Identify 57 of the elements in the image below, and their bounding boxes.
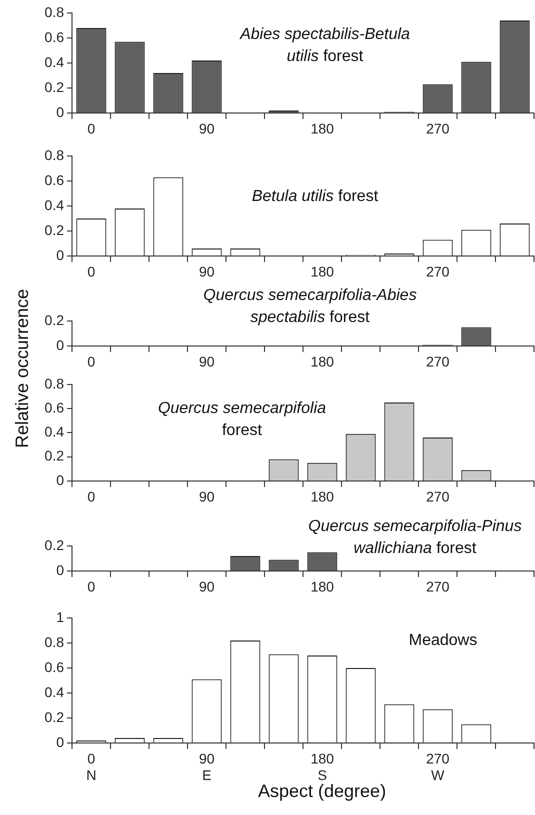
x-tick-label: 270	[426, 488, 450, 504]
y-tick-label: 0.8	[44, 146, 64, 163]
y-tick-label: 1	[56, 608, 64, 625]
x-tick-label: 180 S	[310, 750, 334, 784]
x-tick-label: 90	[198, 263, 215, 280]
x-tick-label: 0	[87, 353, 96, 370]
y-axis-title: Relative occurrence	[12, 288, 33, 448]
x-axis-title: Aspect (degree)	[258, 781, 386, 802]
y-tick-label: 0.2	[44, 536, 64, 553]
y-tick-label: 0.8	[44, 4, 64, 20]
x-tick-label: 0	[87, 263, 96, 280]
x-tick-label: 90	[198, 120, 215, 136]
x-tick-label: 90	[198, 578, 215, 594]
y-tick-label: 0.4	[44, 54, 64, 70]
y-tick-label: 0.8	[44, 634, 64, 650]
y-tick-label: 0.6	[44, 399, 64, 416]
y-tick-label: 0.6	[44, 28, 64, 45]
x-tick-label: 180	[310, 263, 334, 280]
y-tick-label: 0.8	[44, 375, 64, 392]
y-tick-label: 0	[56, 472, 64, 488]
x-tick-label: 180	[310, 353, 334, 370]
x-tick-label: 180	[310, 120, 334, 136]
y-tick-label: 0.2	[44, 222, 64, 238]
chart-title: Quercus semecarpifolia-Pinus wallichiana forest	[307, 517, 523, 559]
y-tick-label: 0	[56, 246, 64, 263]
x-tick-label: 270	[426, 263, 450, 280]
text: Betula utilis forest	[250, 187, 380, 207]
y-tick-label: 0.2	[44, 312, 64, 328]
x-tick-label: 90	[198, 488, 215, 504]
y-tick-label: 0	[56, 336, 64, 353]
y-tick-label: 0.2	[44, 448, 64, 464]
chart-title: Quercus semecarpifolia-Abies spectabilis forest	[202, 286, 418, 328]
y-tick-label: 0	[56, 562, 64, 578]
y-tick-label: 0.6	[44, 658, 64, 675]
x-tick-label: 270 W	[426, 750, 450, 784]
x-tick-label: 0	[87, 488, 96, 504]
x-tick-label: 180	[310, 488, 334, 504]
text: Meadows	[408, 631, 478, 651]
text: Quercus semecarpifolia forest	[156, 399, 328, 441]
y-tick-label: 0.6	[44, 172, 64, 188]
x-tick-label: 0	[87, 120, 96, 136]
x-tick-label: 270	[426, 120, 450, 136]
x-tick-label: 90 E	[198, 750, 215, 784]
y-tick-label: 0.4	[44, 196, 64, 213]
y-tick-label: 0.2	[44, 708, 64, 725]
y-tick-label: 0.2	[44, 78, 64, 95]
text: Abies spectabilis-Betula utilis forest	[238, 25, 411, 67]
y-tick-label: 0.4	[44, 424, 64, 440]
y-tick-label: 0.4	[44, 684, 64, 700]
x-tick-label: 90	[198, 353, 215, 370]
y-tick-label: 0	[56, 104, 64, 120]
x-tick-label: 0	[87, 578, 96, 594]
x-tick-label: 270	[426, 353, 450, 370]
y-tick-label: 0	[56, 734, 64, 750]
x-tick-label: 180	[310, 578, 334, 594]
x-tick-label: 0 N	[86, 750, 96, 784]
x-tick-label: 270	[426, 578, 450, 594]
